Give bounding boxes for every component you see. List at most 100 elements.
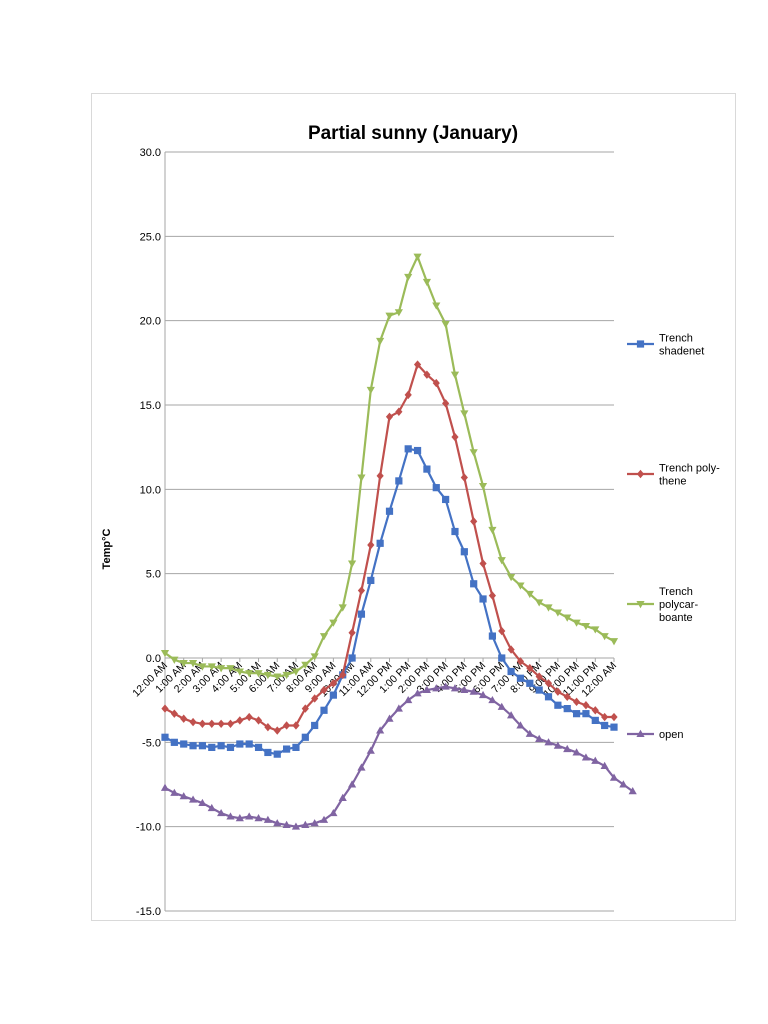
data-point (563, 705, 571, 713)
data-point (160, 649, 170, 658)
data-point (170, 738, 178, 746)
data-point (422, 685, 432, 694)
data-point (516, 582, 525, 590)
legend-label: Trench (659, 586, 693, 598)
data-point (535, 599, 544, 607)
data-point (263, 671, 272, 680)
data-point (226, 812, 235, 820)
data-point (376, 726, 385, 734)
data-point (245, 740, 253, 748)
data-point (367, 540, 375, 550)
data-point (357, 586, 366, 595)
data-point (291, 668, 301, 676)
data-point (347, 780, 357, 788)
data-point (329, 691, 337, 699)
data-point (226, 665, 235, 673)
data-point (226, 719, 235, 728)
data-point (161, 733, 169, 741)
data-point (526, 679, 534, 687)
data-point (498, 654, 506, 662)
data-point (610, 712, 618, 722)
data-point (423, 370, 431, 379)
data-point (404, 445, 412, 453)
data-point (301, 661, 310, 669)
data-point (329, 808, 338, 817)
y-tick-label: 30.0 (140, 147, 161, 159)
data-point (460, 685, 469, 694)
data-point (544, 693, 553, 701)
data-point (507, 645, 515, 654)
data-point (516, 657, 525, 666)
data-point (376, 337, 385, 346)
data-point (357, 474, 366, 482)
data-point (404, 390, 412, 400)
data-point (535, 672, 543, 681)
data-point (395, 477, 403, 485)
series-trench-polycar-boante (160, 253, 619, 681)
data-point (582, 710, 590, 718)
data-point (413, 253, 422, 261)
data-point (451, 432, 459, 442)
series-trench-shadenet (161, 445, 618, 758)
data-point (610, 723, 618, 731)
data-point (376, 539, 384, 547)
data-point (563, 744, 572, 753)
data-point (572, 748, 581, 756)
data-point (170, 709, 178, 718)
data-point (338, 604, 347, 612)
data-point (507, 667, 515, 676)
line-chart: Partial sunny (January) 30.0 25.0 20.0 15.0… (101, 123, 720, 918)
data-point (432, 484, 440, 492)
data-point (498, 626, 506, 636)
legend-label: Trench poly- (659, 463, 720, 475)
chart-frame: Partial sunny (January) 30.0 25.0 20.0 15.0… (91, 93, 736, 921)
data-point (432, 378, 440, 388)
data-point (591, 716, 599, 725)
data-point (385, 507, 394, 515)
data-point (282, 671, 291, 680)
data-point (198, 719, 207, 728)
data-point (526, 663, 534, 673)
data-point (423, 465, 431, 473)
legend-label: polycar- (659, 599, 698, 611)
data-point (301, 704, 309, 713)
data-point (591, 626, 600, 634)
data-point (160, 783, 170, 791)
data-point (198, 798, 207, 807)
data-point (479, 595, 487, 603)
data-point (432, 684, 441, 692)
data-point (554, 687, 562, 696)
data-point (450, 371, 460, 379)
data-point (329, 679, 337, 688)
data-point (367, 576, 375, 585)
data-point (319, 633, 329, 641)
data-point (488, 526, 497, 535)
data-point (217, 665, 226, 673)
data-point (170, 788, 179, 796)
data-point (311, 721, 319, 730)
data-point (235, 668, 244, 676)
data-point (170, 656, 179, 664)
data-point (347, 560, 357, 568)
data-point (601, 712, 609, 722)
data-point (385, 312, 394, 320)
data-point (357, 763, 366, 771)
data-point (572, 710, 581, 718)
data-point (348, 654, 356, 662)
data-point (208, 719, 216, 728)
legend-item: Trench poly-thene (627, 463, 720, 488)
data-point (188, 660, 198, 668)
data-point (442, 495, 450, 504)
data-point (572, 619, 581, 627)
data-point (470, 517, 478, 526)
data-point (301, 820, 310, 828)
data-point (591, 706, 599, 715)
data-point (236, 716, 244, 725)
data-point (413, 689, 422, 697)
data-point (525, 729, 534, 737)
data-point (273, 673, 282, 681)
data-point (180, 714, 188, 723)
data-point (488, 591, 496, 600)
y-axis-label: Temp°C (101, 529, 113, 570)
data-point (207, 663, 216, 671)
